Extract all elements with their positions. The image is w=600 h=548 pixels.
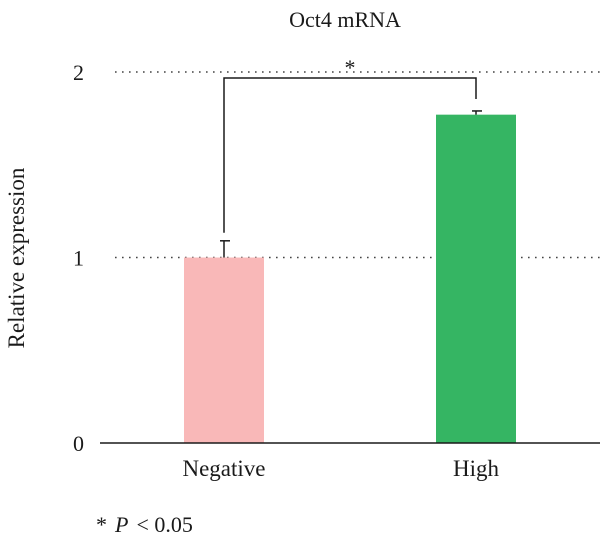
footnote-p-label: P <box>114 512 128 537</box>
bars <box>184 114 516 443</box>
significance-line <box>223 77 477 233</box>
chart-title: Oct4 mRNA <box>289 7 401 32</box>
bar-negative <box>184 257 264 443</box>
y-tick-labels: 0 1 2 <box>73 60 84 456</box>
footnote-relation: < 0.05 <box>136 512 192 537</box>
y-tick-label-0: 0 <box>73 431 84 456</box>
bar-high <box>436 114 516 443</box>
footnote-marker: * <box>96 512 107 537</box>
significance-bracket: * <box>223 55 477 233</box>
x-tick-labels: Negative High <box>182 456 499 481</box>
x-tick-label-high: High <box>453 456 500 481</box>
significance-star: * <box>345 55 356 80</box>
footnote: * P < 0.05 <box>96 512 193 537</box>
x-tick-label-negative: Negative <box>182 456 265 481</box>
y-tick-label-1: 1 <box>73 246 84 271</box>
y-axis-label: Relative expression <box>4 167 29 348</box>
gridlines <box>115 71 600 259</box>
y-tick-label-2: 2 <box>73 60 84 85</box>
error-bars <box>220 110 482 258</box>
